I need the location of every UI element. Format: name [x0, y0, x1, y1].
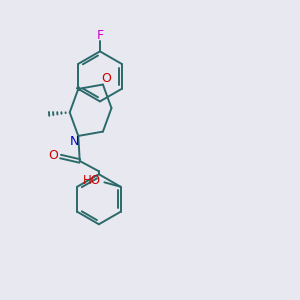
Text: O: O — [48, 148, 58, 162]
Polygon shape — [78, 87, 80, 90]
Text: HO: HO — [83, 174, 101, 187]
Polygon shape — [76, 88, 80, 91]
Text: F: F — [96, 29, 103, 42]
Text: O: O — [101, 72, 111, 85]
Text: N: N — [70, 135, 80, 148]
